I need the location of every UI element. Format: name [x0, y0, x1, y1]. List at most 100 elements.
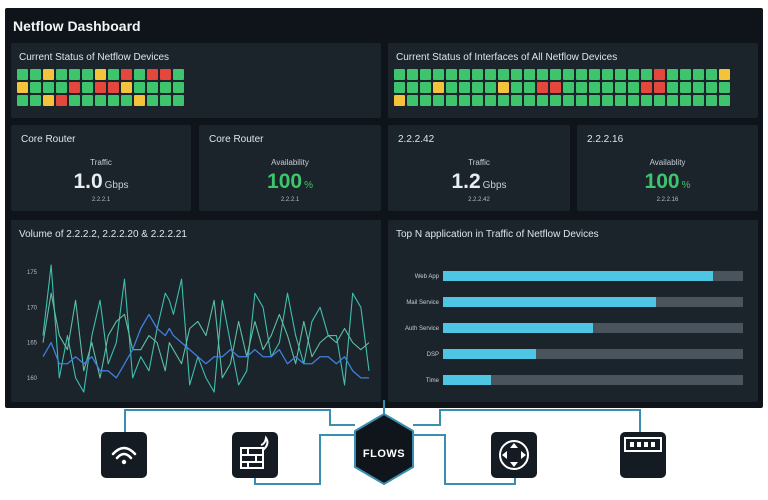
status-cell-warning[interactable] [719, 69, 730, 80]
status-cell-ok[interactable] [485, 69, 496, 80]
status-cell-critical[interactable] [108, 82, 119, 93]
status-cell-ok[interactable] [459, 95, 470, 106]
status-cell-ok[interactable] [394, 82, 405, 93]
status-cell-ok[interactable] [82, 69, 93, 80]
status-cell-ok[interactable] [173, 69, 184, 80]
status-cell-warning[interactable] [498, 82, 509, 93]
kpi-panel-2-2-2-42-traffic[interactable]: 2.2.2.42 Traffic 1.2 Gbps 2.2.2.42 [388, 125, 570, 211]
status-cell-ok[interactable] [485, 95, 496, 106]
status-cell-ok[interactable] [576, 95, 587, 106]
status-cell-ok[interactable] [511, 82, 522, 93]
status-cell-ok[interactable] [654, 95, 665, 106]
status-cell-ok[interactable] [108, 69, 119, 80]
status-cell-ok[interactable] [30, 95, 41, 106]
status-cell-ok[interactable] [459, 82, 470, 93]
bar-fill[interactable] [443, 323, 593, 333]
status-cell-ok[interactable] [511, 95, 522, 106]
status-cell-ok[interactable] [147, 95, 158, 106]
status-cell-ok[interactable] [472, 95, 483, 106]
status-cell-ok[interactable] [30, 82, 41, 93]
kpi-panel-2-2-2-16-availability[interactable]: 2.2.2.16 Availablity 100% 2.2.2.16 [577, 125, 758, 211]
status-cell-ok[interactable] [498, 95, 509, 106]
kpi-panel-core-router-traffic[interactable]: Core Router Traffic 1.0 Gbps 2.2.2.1 [11, 125, 191, 211]
status-cell-ok[interactable] [446, 95, 457, 106]
status-cell-ok[interactable] [394, 69, 405, 80]
status-cell-ok[interactable] [82, 82, 93, 93]
status-cell-critical[interactable] [56, 95, 67, 106]
status-cell-ok[interactable] [420, 82, 431, 93]
status-cell-critical[interactable] [641, 82, 652, 93]
status-cell-ok[interactable] [615, 82, 626, 93]
status-cell-ok[interactable] [472, 82, 483, 93]
status-cell-ok[interactable] [550, 69, 561, 80]
status-cell-ok[interactable] [706, 95, 717, 106]
status-cell-ok[interactable] [17, 69, 28, 80]
status-cell-ok[interactable] [160, 82, 171, 93]
status-cell-ok[interactable] [693, 69, 704, 80]
bar-fill[interactable] [443, 375, 491, 385]
status-cell-ok[interactable] [719, 95, 730, 106]
status-cell-ok[interactable] [628, 82, 639, 93]
status-cell-ok[interactable] [472, 69, 483, 80]
status-cell-ok[interactable] [30, 69, 41, 80]
status-cell-ok[interactable] [134, 82, 145, 93]
status-cell-ok[interactable] [56, 82, 67, 93]
status-cell-ok[interactable] [160, 95, 171, 106]
bar-fill[interactable] [443, 349, 536, 359]
status-cell-ok[interactable] [576, 69, 587, 80]
status-cell-ok[interactable] [602, 95, 613, 106]
status-cell-ok[interactable] [121, 95, 132, 106]
status-cell-critical[interactable] [160, 69, 171, 80]
status-cell-critical[interactable] [95, 82, 106, 93]
status-cell-warning[interactable] [43, 69, 54, 80]
status-cell-ok[interactable] [446, 69, 457, 80]
status-cell-ok[interactable] [420, 95, 431, 106]
status-cell-critical[interactable] [147, 69, 158, 80]
status-cell-ok[interactable] [693, 82, 704, 93]
status-cell-ok[interactable] [82, 95, 93, 106]
status-cell-ok[interactable] [43, 82, 54, 93]
status-cell-critical[interactable] [654, 69, 665, 80]
status-cell-ok[interactable] [563, 95, 574, 106]
status-cell-critical[interactable] [537, 82, 548, 93]
status-cell-ok[interactable] [537, 95, 548, 106]
status-cell-ok[interactable] [537, 69, 548, 80]
status-cell-ok[interactable] [69, 69, 80, 80]
status-cell-ok[interactable] [680, 95, 691, 106]
status-cell-ok[interactable] [433, 95, 444, 106]
status-cell-ok[interactable] [641, 95, 652, 106]
status-cell-ok[interactable] [17, 95, 28, 106]
status-cell-ok[interactable] [589, 69, 600, 80]
status-cell-warning[interactable] [43, 95, 54, 106]
status-cell-ok[interactable] [602, 82, 613, 93]
status-cell-ok[interactable] [407, 95, 418, 106]
status-cell-ok[interactable] [615, 95, 626, 106]
status-cell-ok[interactable] [576, 82, 587, 93]
status-cell-ok[interactable] [511, 69, 522, 80]
status-cell-ok[interactable] [680, 69, 691, 80]
status-cell-ok[interactable] [147, 82, 158, 93]
status-cell-warning[interactable] [17, 82, 28, 93]
status-cell-warning[interactable] [433, 82, 444, 93]
status-cell-ok[interactable] [524, 95, 535, 106]
status-cell-ok[interactable] [433, 69, 444, 80]
status-cell-ok[interactable] [173, 95, 184, 106]
status-cell-critical[interactable] [69, 82, 80, 93]
status-cell-ok[interactable] [134, 69, 145, 80]
status-cell-ok[interactable] [719, 82, 730, 93]
status-cell-warning[interactable] [95, 69, 106, 80]
status-cell-ok[interactable] [420, 69, 431, 80]
status-cell-ok[interactable] [628, 95, 639, 106]
status-cell-ok[interactable] [589, 95, 600, 106]
status-cell-warning[interactable] [121, 82, 132, 93]
status-cell-ok[interactable] [524, 69, 535, 80]
status-cell-ok[interactable] [407, 82, 418, 93]
wifi-device-tile[interactable] [101, 432, 147, 478]
status-cell-ok[interactable] [524, 82, 535, 93]
status-cell-ok[interactable] [563, 82, 574, 93]
status-cell-ok[interactable] [550, 95, 561, 106]
status-cell-ok[interactable] [706, 69, 717, 80]
status-cell-ok[interactable] [108, 95, 119, 106]
status-cell-ok[interactable] [693, 95, 704, 106]
status-cell-ok[interactable] [680, 82, 691, 93]
